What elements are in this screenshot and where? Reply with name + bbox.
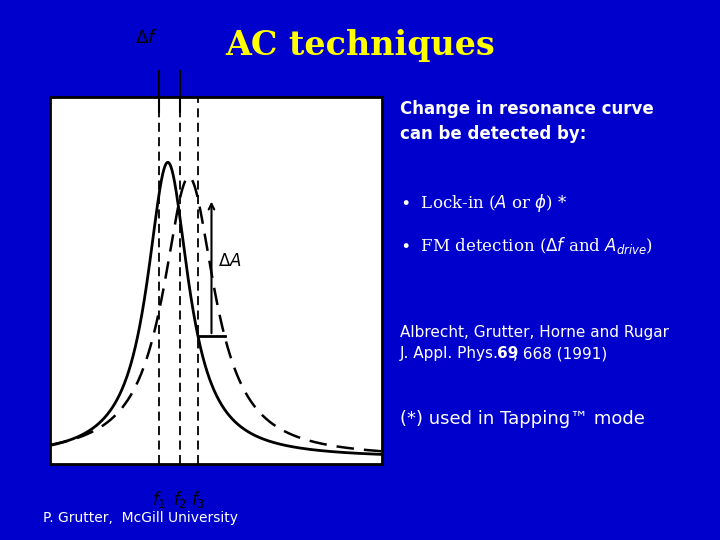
Text: AC techniques: AC techniques [225,29,495,63]
Text: $\bullet$  Lock-in ($A$ or $\phi$) *: $\bullet$ Lock-in ($A$ or $\phi$) * [400,192,567,213]
Text: $\Delta f$: $\Delta f$ [135,30,158,48]
Text: $\bullet$  FM detection ($\Delta f$ and $A_{drive}$): $\bullet$ FM detection ($\Delta f$ and $… [400,235,653,256]
Text: P. Grutter,  McGill University: P. Grutter, McGill University [43,511,238,525]
Text: Albrecht, Grutter, Horne and Rugar: Albrecht, Grutter, Horne and Rugar [400,325,669,340]
Text: $f_1$: $f_1$ [152,489,166,510]
Text: Change in resonance curve
can be detected by:: Change in resonance curve can be detecte… [400,100,653,143]
Text: $f_3$: $f_3$ [191,489,205,510]
Text: $f_2$: $f_2$ [173,489,187,510]
Text: J. Appl. Phys.: J. Appl. Phys. [400,346,503,361]
Text: $\Delta A$: $\Delta A$ [217,253,241,270]
Bar [50,97,382,464]
Text: , 668 (1991): , 668 (1991) [513,346,607,361]
Text: (*) used in Tapping™ mode: (*) used in Tapping™ mode [400,409,644,428]
Text: 69: 69 [497,346,518,361]
